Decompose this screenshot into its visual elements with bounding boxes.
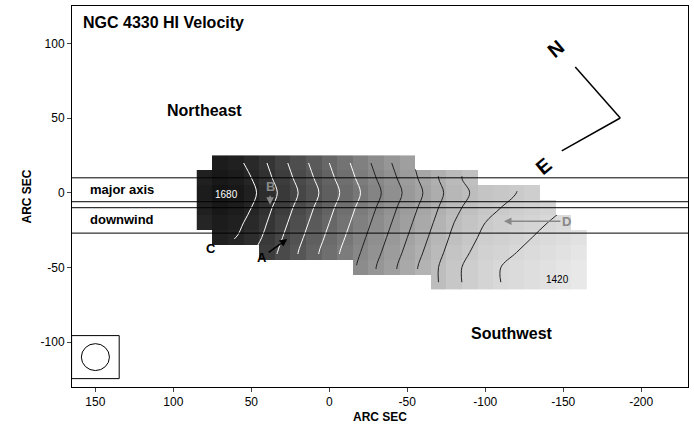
svg-text:-50: -50 [399,395,417,409]
svg-text:N: N [543,36,568,62]
svg-text:-150: -150 [551,395,575,409]
svg-text:NGC 4330 HI Velocity: NGC 4330 HI Velocity [83,14,244,31]
svg-text:Southwest: Southwest [471,325,553,342]
svg-text:-100: -100 [41,335,65,349]
svg-text:1680: 1680 [215,189,238,200]
svg-text:100: 100 [163,395,183,409]
svg-text:downwind: downwind [90,212,154,227]
svg-text:major axis: major axis [90,182,154,197]
svg-text:A: A [257,250,267,265]
svg-text:-50: -50 [47,261,65,275]
svg-text:ARC SEC: ARC SEC [20,169,34,223]
svg-text:150: 150 [85,395,105,409]
svg-text:-200: -200 [629,395,653,409]
svg-text:0: 0 [58,186,65,200]
svg-text:0: 0 [326,395,333,409]
svg-text:50: 50 [51,111,65,125]
svg-text:Northeast: Northeast [167,102,242,119]
svg-text:100: 100 [45,37,65,51]
svg-text:B: B [266,179,275,194]
svg-text:C: C [206,241,216,256]
svg-text:E: E [531,153,555,178]
svg-text:-100: -100 [473,395,497,409]
svg-text:50: 50 [245,395,259,409]
svg-text:ARC SEC: ARC SEC [353,410,407,424]
svg-text:D: D [562,214,571,229]
svg-text:1420: 1420 [546,274,569,285]
